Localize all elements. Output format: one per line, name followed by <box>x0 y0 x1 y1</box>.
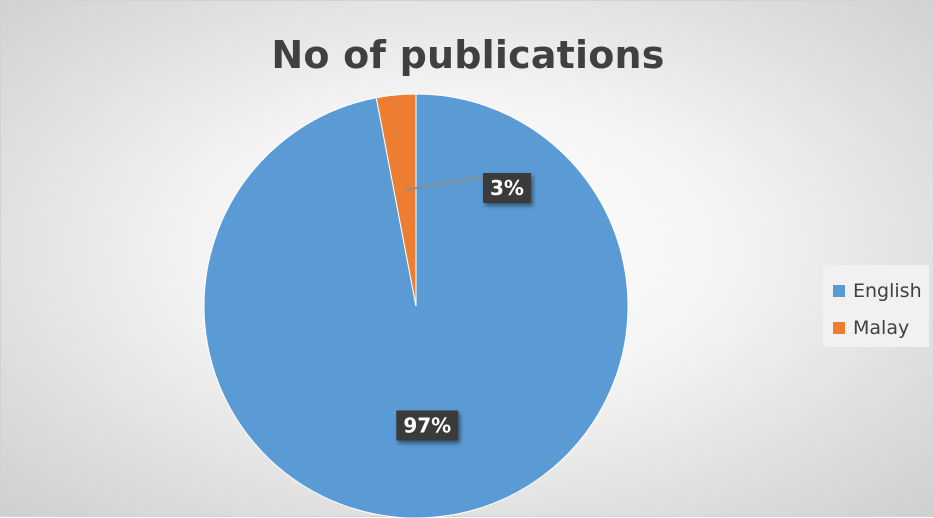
legend-item-malay: Malay <box>833 309 929 346</box>
leader-line-malay <box>404 177 483 191</box>
data-label-malay: 3% <box>483 173 531 203</box>
chart-legend: English Malay <box>823 265 929 347</box>
data-label-text: 97% <box>403 413 451 437</box>
data-label-box <box>396 410 459 441</box>
legend-label-malay: Malay <box>853 316 910 339</box>
data-label-text: 3% <box>490 176 524 200</box>
chart-title: No of publications <box>271 33 665 77</box>
pie-slice-malay <box>375 93 417 307</box>
legend-swatch-malay <box>833 321 845 334</box>
data-label-english: 97% <box>396 410 459 441</box>
legend-swatch-english <box>833 284 845 297</box>
legend-label-english: English <box>853 279 922 302</box>
legend-item-english: English <box>833 272 929 309</box>
data-label-box <box>483 173 531 203</box>
